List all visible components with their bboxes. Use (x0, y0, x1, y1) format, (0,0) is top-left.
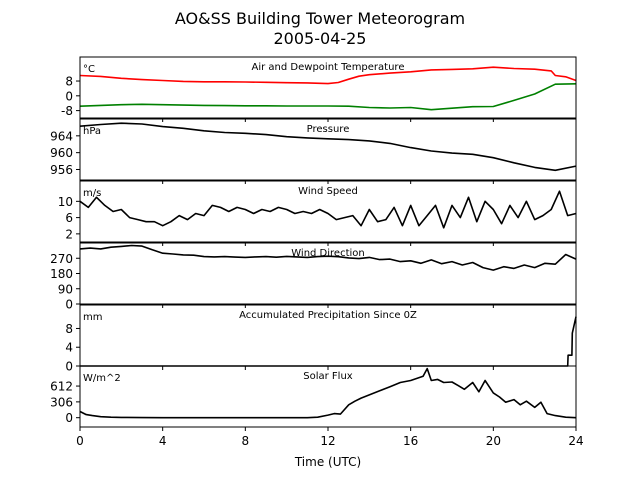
figure-subtitle: 2005-04-25 (274, 29, 367, 48)
solar-y-tick-label: 306 (50, 395, 73, 409)
x-axis-label: Time (UTC) (294, 455, 361, 469)
pressure-y-tick-label: 960 (50, 146, 73, 160)
pressure-series-line-0 (79, 122, 577, 172)
panel-precipitation: 0 4 8 Accumulated Precipitation Since 0Z mm (65, 304, 577, 374)
wind_direction-panel-title: Wind Direction (291, 248, 365, 259)
solar-series-line-0 (79, 367, 577, 419)
panel-wind_speed: 2 6 10 Wind Speed m/s (58, 180, 577, 246)
solar-y-tick-label: 612 (50, 380, 73, 394)
figure-title: AO&SS Building Tower Meteorogram (175, 9, 465, 28)
wind_speed-y-tick-label: 2 (65, 227, 73, 241)
x-tick-label: 4 (159, 434, 167, 448)
wind_direction-y-tick-label: 90 (58, 282, 73, 296)
pressure-y-tick-label: 964 (50, 129, 73, 143)
x-axis: 0 4 8 12 16 20 24 (76, 434, 583, 448)
precipitation-unit-label: mm (83, 312, 102, 323)
temperature-series-line-1 (79, 83, 577, 111)
pressure-panel-title: Pressure (307, 124, 350, 135)
solar-y-tick-label: 0 (65, 411, 73, 425)
solar-panel-title: Solar Flux (303, 371, 353, 382)
temperature-panel-title: Air and Dewpoint Temperature (252, 62, 405, 73)
wind_speed-panel-title: Wind Speed (298, 186, 358, 197)
temperature-unit-label: °C (83, 64, 95, 75)
temperature-y-tick-label: 0 (65, 89, 73, 103)
precipitation-series-line-0 (80, 316, 577, 367)
temperature-y-tick-label: 8 (65, 75, 73, 89)
wind_direction-y-tick-label: 180 (50, 267, 73, 281)
x-tick-label: 12 (320, 434, 335, 448)
x-tick-label: 20 (486, 434, 501, 448)
wind_speed-series-line-0 (79, 190, 577, 229)
temperature-y-tick-label: -8 (61, 104, 73, 118)
precipitation-panel-title: Accumulated Precipitation Since 0Z (239, 310, 417, 321)
panel-pressure: 956 960 964 Pressure hPa (50, 118, 577, 184)
pressure-y-tick-label: 956 (50, 163, 73, 177)
wind_direction-y-tick-label: 270 (50, 252, 73, 266)
pressure-unit-label: hPa (83, 126, 101, 137)
x-tick-label: 24 (568, 434, 583, 448)
precipitation-y-tick-label: 4 (65, 341, 73, 355)
temperature-series-line-0 (79, 66, 577, 85)
wind_speed-y-tick-label: 6 (65, 211, 73, 225)
precipitation-y-tick-label: 0 (65, 360, 73, 374)
x-tick-label: 8 (242, 434, 250, 448)
x-tick-label: 16 (403, 434, 418, 448)
panel-temperature: -808 Air and Dewpoint Temperature °C (61, 56, 577, 122)
wind_speed-y-tick-label: 10 (58, 195, 73, 209)
precipitation-y-tick-label: 8 (65, 322, 73, 336)
wind_speed-unit-label: m/s (83, 188, 101, 199)
wind_direction-y-tick-label: 0 (65, 298, 73, 312)
wind_direction-series-line-0 (79, 244, 577, 271)
solar-unit-label: W/m^2 (83, 373, 121, 384)
x-tick-label: 0 (76, 434, 84, 448)
